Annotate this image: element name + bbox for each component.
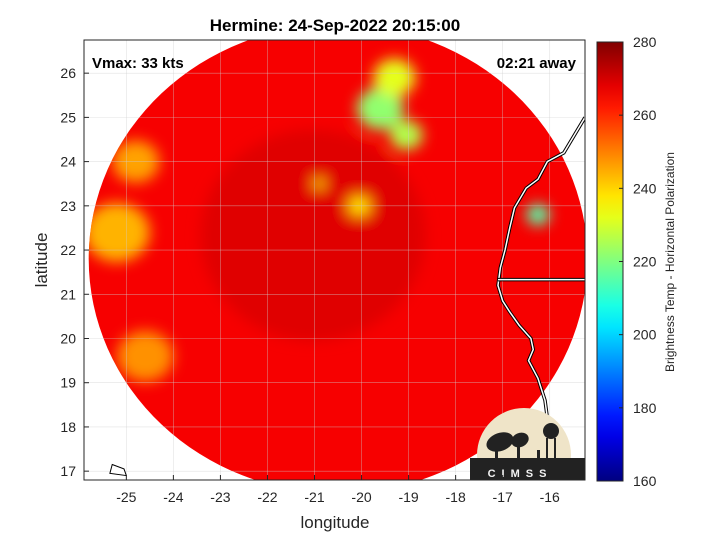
chart-title: Hermine: 24-Sep-2022 20:15:00 (210, 16, 460, 35)
colorbar-tick-label: 180 (633, 400, 657, 416)
x-tick-label: -20 (351, 489, 371, 505)
y-tick-label: 25 (60, 109, 76, 125)
y-tick-label: 19 (60, 375, 76, 391)
x-tick-label: -24 (163, 489, 183, 505)
field-feature (373, 58, 416, 97)
brightness-field (88, 40, 585, 480)
x-tick-label: -21 (304, 489, 324, 505)
y-tick-label: 24 (60, 154, 76, 170)
x-tick-label: -19 (398, 489, 418, 505)
vmax-annotation: Vmax: 33 kts (92, 55, 184, 72)
x-tick-label: -23 (210, 489, 230, 505)
colorbar-tick-label: 220 (633, 254, 657, 270)
field-core (200, 129, 426, 341)
cimss-logo: CIMSS (470, 408, 585, 480)
colorbar-label: Brightness Temp - Horizontal Polarizatio… (663, 152, 677, 372)
time-away-annotation: 02:21 away (497, 55, 577, 72)
field-feature (356, 87, 404, 130)
y-tick-label: 17 (60, 463, 76, 479)
field-feature (526, 204, 550, 226)
colorbar-tick-label: 200 (633, 327, 657, 343)
x-tick-label: -17 (493, 489, 513, 505)
y-tick-label: 21 (60, 286, 76, 302)
y-tick-label: 23 (60, 198, 76, 214)
y-axis-label: latitude (32, 233, 51, 288)
colorbar-ticks: 160 180 200 220 240 260 280 (619, 34, 657, 489)
y-tick-label: 20 (60, 330, 76, 346)
plot-frame (83, 39, 586, 481)
x-axis-label: longitude (300, 513, 369, 532)
y-axis-ticks: 17 18 19 20 21 22 23 24 25 26 (60, 65, 89, 479)
y-tick-label: 18 (60, 419, 76, 435)
colorbar (596, 41, 624, 482)
x-tick-label: -16 (540, 489, 560, 505)
coastline-line (497, 117, 585, 419)
y-tick-label: 22 (60, 242, 76, 258)
grid-lines (84, 40, 585, 480)
y-tick-label: 26 (60, 65, 76, 81)
colorbar-tick-label: 280 (633, 34, 657, 50)
coastline (109, 116, 585, 477)
field-features (88, 58, 550, 382)
x-tick-label: -22 (257, 489, 277, 505)
colorbar-tick-label: 260 (633, 107, 657, 123)
field-feature (389, 120, 423, 150)
logo-text: CIMSS (488, 468, 553, 480)
x-axis-ticks: -25 -24 -23 -22 -21 -20 -19 -18 -17 -16 (116, 475, 560, 505)
field-feature (313, 178, 325, 189)
colorbar-tick-label: 240 (633, 180, 657, 196)
field-feature (116, 330, 174, 382)
x-tick-label: -18 (446, 489, 466, 505)
colorbar-tick-label: 160 (633, 473, 657, 489)
field-feature (88, 202, 150, 262)
x-tick-label: -25 (116, 489, 136, 505)
